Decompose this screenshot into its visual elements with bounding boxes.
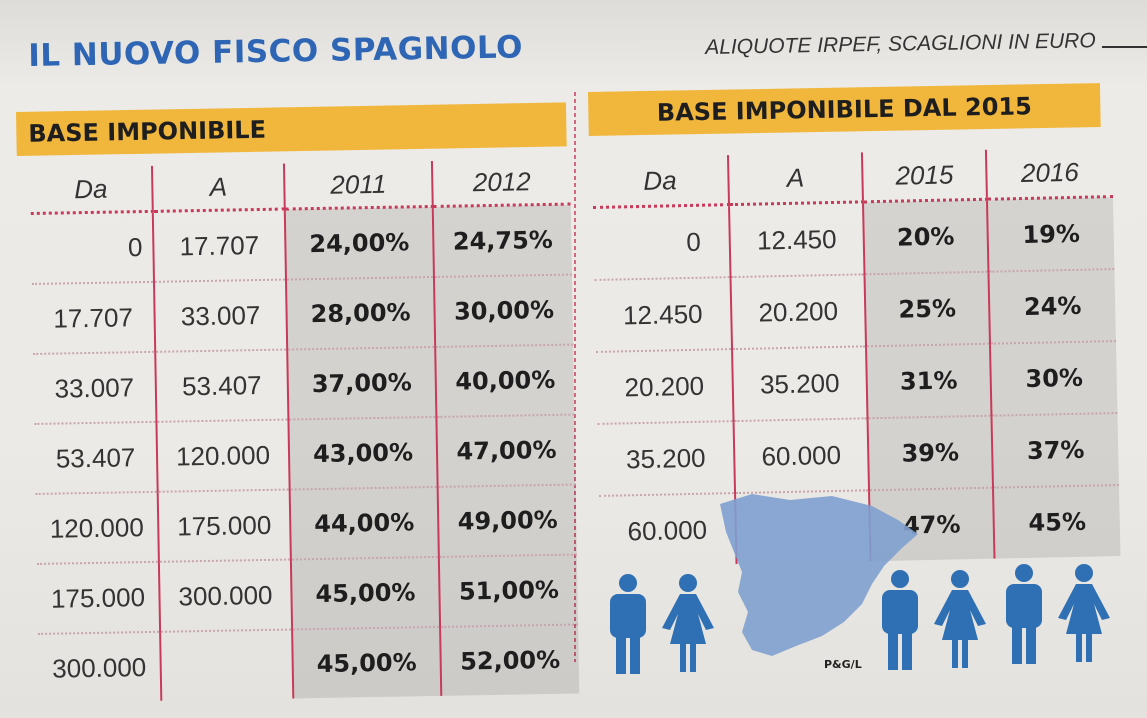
cell-rate: 37% [991, 413, 1119, 488]
cell-to: 300.000 [158, 559, 293, 632]
cell-from: 33.007 [33, 351, 157, 424]
man-woman-figures-left [610, 574, 714, 674]
left-banner-label: BASE IMPONIBILE [28, 115, 267, 148]
table-row: 120.000 175.000 44,00% 49,00% [35, 484, 577, 564]
cell-rate: 45% [992, 485, 1121, 559]
cell-from: 120.000 [35, 491, 159, 564]
cell-to: 17.707 [152, 209, 286, 282]
man-icon [1006, 564, 1042, 664]
header-year-2012: 2012 [431, 158, 571, 207]
cell-rate: 30,00% [433, 274, 574, 347]
cell-rate: 47,00% [436, 414, 576, 487]
man-woman-figures-center [882, 570, 986, 670]
cell-from: 300.000 [38, 631, 162, 703]
spain-map-icon [720, 494, 918, 656]
cell-rate: 25% [864, 271, 990, 347]
cell-rate: 24,00% [284, 206, 434, 280]
man-icon [882, 570, 918, 670]
right-banner: BASE IMPONIBILE DAL 2015 [588, 83, 1101, 136]
cell-from: 12.450 [594, 277, 733, 352]
cell-to: 20.200 [730, 274, 867, 350]
cell-from: 53.407 [34, 421, 158, 494]
header-from: Da [592, 155, 730, 208]
cell-rate: 37,00% [287, 346, 437, 420]
woman-icon [662, 574, 714, 672]
header-year-2015: 2015 [861, 149, 987, 202]
subtitle-rule [1102, 46, 1147, 48]
header-from: Da [30, 165, 153, 214]
table-row: 0 12.450 20% 19% [593, 196, 1115, 280]
table-row: 175.000 300.000 45,00% 51,00% [36, 554, 579, 634]
cell-from: 175.000 [36, 561, 161, 634]
cell-rate: 20% [862, 199, 989, 275]
cell-from: 0 [30, 211, 155, 284]
table-row: 20.200 35.200 31% 30% [596, 341, 1118, 424]
cell-rate: 24% [988, 269, 1116, 344]
cell-to: 60.000 [733, 418, 870, 494]
cell-to: 12.450 [729, 201, 865, 278]
cell-from: 17.707 [32, 281, 156, 354]
cell-rate: 30% [989, 341, 1118, 416]
tax-table-2011-2012: Da A 2011 2012 0 17.707 24,00% 24,75% 17… [30, 158, 580, 703]
cell-rate: 52,00% [440, 624, 580, 696]
table-row: 17.707 33.007 28,00% 30,00% [32, 274, 574, 354]
cell-to [160, 629, 294, 701]
cell-rate: 40,00% [435, 344, 575, 417]
woman-icon [934, 570, 986, 668]
man-woman-figures-right [1006, 564, 1110, 664]
cell-to: 120.000 [156, 419, 290, 492]
cell-from: 35.200 [597, 421, 736, 496]
cell-rate: 45,00% [290, 556, 441, 630]
cell-rate: 45,00% [292, 626, 442, 699]
credit-label: P&G/L [824, 658, 862, 671]
cell-rate: 49,00% [437, 484, 577, 557]
table-row: 12.450 20.200 25% 24% [594, 269, 1116, 352]
table-row: 53.407 120.000 43,00% 47,00% [34, 414, 576, 494]
cell-rate: 28,00% [285, 276, 436, 350]
header-to: A [727, 152, 863, 205]
cell-rate: 19% [986, 196, 1115, 272]
cell-to: 175.000 [157, 489, 291, 562]
header-year-2016: 2016 [985, 147, 1113, 200]
cell-to: 35.200 [732, 346, 868, 422]
man-icon [610, 574, 646, 674]
cell-from: 20.200 [596, 349, 734, 424]
woman-icon [1058, 564, 1110, 662]
table-row: 0 17.707 24,00% 24,75% [30, 204, 572, 284]
header-year-2011: 2011 [283, 160, 433, 210]
cell-rate: 43,00% [288, 416, 438, 490]
table-row: 35.200 60.000 39% 37% [597, 413, 1119, 496]
column-divider [574, 92, 576, 662]
table-row: 300.000 45,00% 52,00% [38, 624, 580, 703]
cell-rate: 24,75% [432, 204, 572, 277]
cell-from: 0 [593, 204, 731, 280]
cell-rate: 44,00% [289, 486, 439, 560]
table-row: 33.007 53.407 37,00% 40,00% [33, 344, 575, 424]
right-banner-label: BASE IMPONIBILE DAL 2015 [656, 92, 1033, 127]
cell-rate: 39% [867, 415, 993, 491]
cell-to: 33.007 [154, 279, 288, 352]
cell-to: 53.407 [155, 349, 289, 422]
header-to: A [151, 163, 285, 212]
cell-rate: 51,00% [438, 554, 579, 627]
cell-rate: 31% [866, 343, 992, 419]
